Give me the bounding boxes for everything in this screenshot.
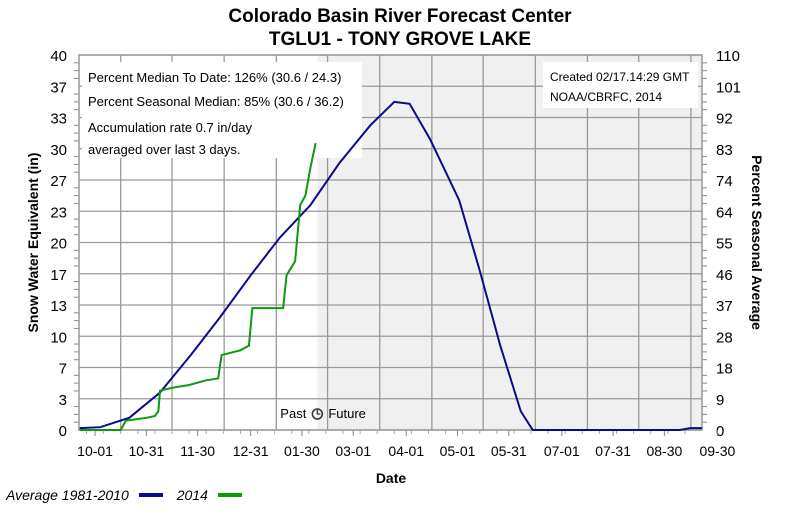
future-label: Future (328, 406, 366, 421)
x-tick-label: 07-31 (595, 443, 631, 459)
legend-label-2014: 2014 (176, 487, 208, 503)
y2-tick-label: 92 (716, 111, 733, 128)
x-tick-label: 09-30 (699, 443, 735, 459)
chart-title: Colorado Basin River Forecast Center (228, 6, 572, 27)
y2-tick-label: 74 (716, 173, 733, 190)
stats-box (82, 62, 362, 158)
series-line-2014 (79, 142, 317, 431)
y2-tick-label: 9 (716, 392, 724, 409)
x-tick-label: 10-31 (128, 443, 164, 459)
x-tick-label: 10-01 (77, 443, 113, 459)
y2-tick-label: 55 (716, 236, 733, 253)
y-tick-label: 37 (50, 79, 67, 96)
accumulation-rate-text: Accumulation rate 0.7 in/day (88, 120, 253, 135)
x-tick-label: 12-31 (233, 443, 269, 459)
credit-box (543, 62, 698, 108)
y2-tick-label: 46 (716, 267, 733, 284)
x-tick-label: 04-01 (388, 443, 424, 459)
y-tick-label: 40 (50, 48, 67, 65)
y2-tick-label: 28 (716, 329, 733, 346)
legend-swatch-average (138, 493, 163, 497)
y2-tick-label: 101 (716, 79, 741, 96)
y2-tick-label: 83 (716, 142, 733, 159)
past-label: Past (280, 406, 306, 421)
y-tick-label: 0 (59, 423, 67, 440)
x-tick-label: 01-30 (284, 443, 320, 459)
legend-swatch-2014 (217, 493, 242, 497)
y2-tick-label: 110 (716, 48, 740, 65)
created-text: Created 02/17.14:29 GMT (550, 70, 690, 84)
x-tick-label: 05-31 (491, 443, 527, 459)
y-tick-label: 30 (50, 142, 67, 159)
legend: Average 1981-2010 2014 (6, 487, 250, 503)
y-tick-label: 13 (50, 298, 67, 315)
y-tick-label: 3 (59, 392, 67, 409)
x-axis-label: Date (376, 470, 407, 486)
y2-tick-label: 37 (716, 298, 733, 315)
y-tick-label: 27 (50, 173, 67, 190)
y-tick-label: 17 (50, 267, 67, 284)
x-tick-label: 11-30 (180, 443, 215, 459)
y2-tick-label: 64 (716, 204, 733, 221)
y-tick-label: 33 (50, 111, 67, 128)
y-tick-label: 7 (59, 361, 67, 378)
clock-hands (316, 410, 321, 415)
credit-text: NOAA/CBRFC, 2014 (550, 90, 662, 104)
y-axis-label: Snow Water Equivalent (in) (25, 153, 41, 333)
y2-tick-label: 18 (716, 361, 733, 378)
legend-label-average: Average 1981-2010 (6, 487, 129, 503)
accumulation-period-text: averaged over last 3 days. (88, 142, 240, 157)
y2-axis-label: Percent Seasonal Average (749, 155, 765, 330)
y-tick-label: 10 (50, 329, 67, 346)
median-to-date-text: Percent Median To Date: 126% (30.6 / 24.… (88, 70, 341, 85)
y-tick-label: 20 (50, 236, 67, 253)
x-tick-label: 07-01 (544, 443, 580, 459)
plot-border (78, 54, 703, 431)
chart-subtitle: TGLU1 - TONY GROVE LAKE (268, 29, 532, 50)
seasonal-median-text: Percent Seasonal Median: 85% (30.6 / 36.… (88, 94, 344, 109)
y2-tick-label: 0 (716, 423, 724, 440)
x-tick-label: 03-01 (335, 443, 371, 459)
series-line-average (79, 100, 702, 431)
x-tick-label: 05-01 (440, 443, 476, 459)
y-tick-label: 23 (50, 204, 67, 221)
clock-icon (311, 408, 324, 420)
x-tick-label: 08-30 (646, 443, 682, 459)
